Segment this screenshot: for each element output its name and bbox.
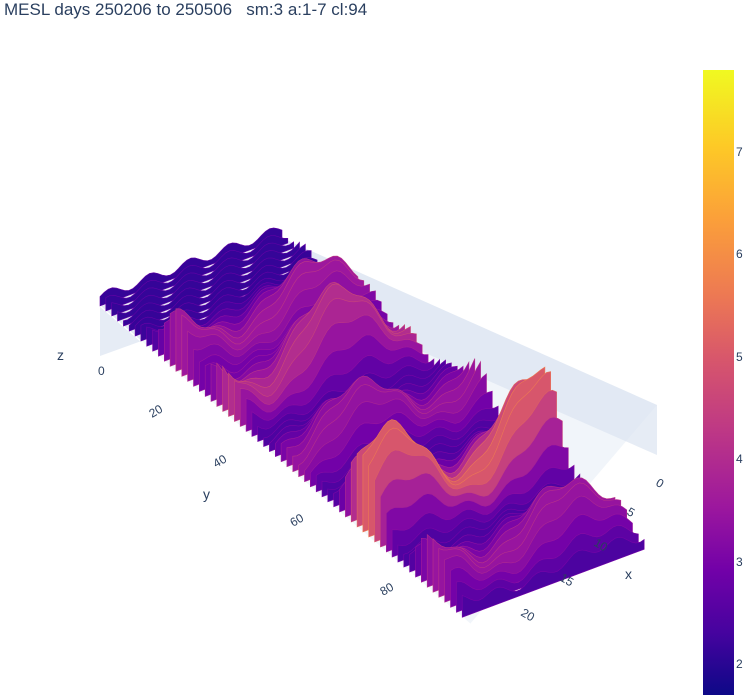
grid-line	[99, 305, 471, 625]
chart-title: MESL days 250206 to 250506 sm:3 a:1-7 cl…	[4, 0, 368, 19]
x-tick-label: 10	[592, 535, 611, 554]
colorbar-tick: 6	[736, 247, 743, 262]
x-tick-label: 0	[654, 475, 667, 491]
x-tick-label: 15	[558, 570, 577, 589]
surface-band	[397, 473, 581, 563]
colorbar-tick: 3	[736, 554, 743, 569]
y-tick-label: 40	[211, 452, 230, 471]
colorbar-tick: 4	[736, 452, 743, 467]
z-axis-title: z	[57, 347, 64, 363]
y-axis-title: y	[203, 486, 210, 502]
y-tick-label: 20	[147, 402, 166, 421]
colorbar	[703, 70, 734, 695]
y-tick-label: 60	[288, 511, 307, 530]
x-tick-label: 20	[519, 605, 538, 624]
surface-band	[461, 536, 645, 618]
colorbar-tick: 2	[736, 657, 743, 672]
surface-band	[123, 243, 306, 327]
y-tick-label: 80	[378, 580, 397, 599]
z-tick-label: 0	[98, 364, 105, 378]
x-axis-title: x	[625, 566, 632, 582]
surface-bands	[99, 227, 645, 618]
colorbar-tick: 5	[736, 349, 743, 364]
colorbar-tick: 7	[736, 144, 743, 159]
surface-band	[117, 241, 300, 322]
